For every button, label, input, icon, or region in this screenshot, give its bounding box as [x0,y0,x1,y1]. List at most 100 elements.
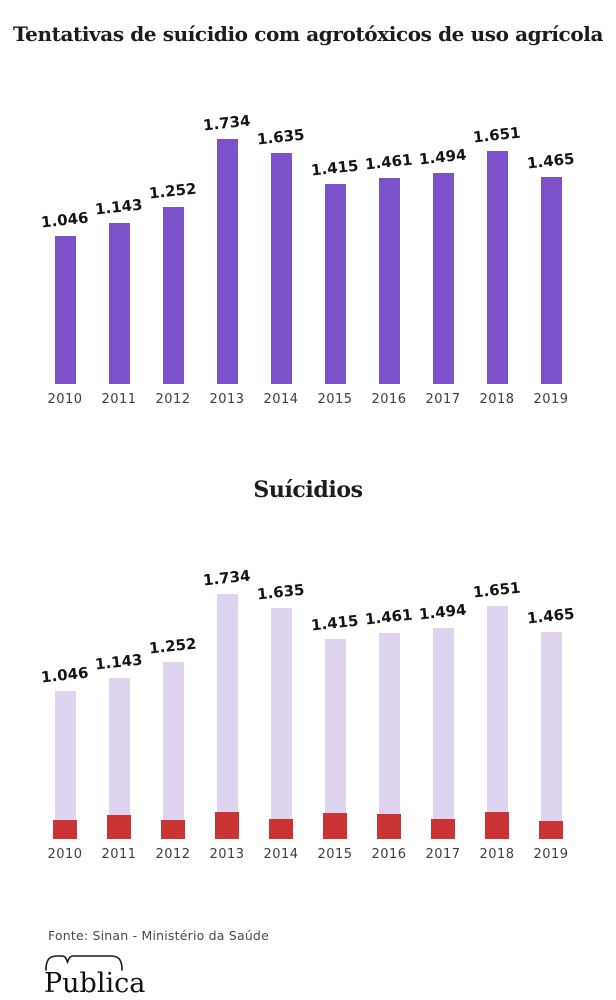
value-label: 1.415 [310,156,360,180]
chart2-bars-area: 1.046 1.143 1.252 1.734 1.635 1.415 1.461 1.494… [38,553,578,839]
x-tick-2016: 2016 [371,392,407,407]
bar-column-2011: 1.143 [92,98,146,384]
bar-segment-total [216,139,238,384]
bar-column-2012: 1.252 [146,98,200,384]
bar-segment-total [324,184,346,384]
x-tick-2019: 2019 [533,847,569,862]
x-tick-2010: 2010 [47,392,83,407]
x-tick-2016: 2016 [371,847,407,862]
bar-2011 [107,678,131,839]
x-tick-2010: 2010 [47,847,83,862]
bar-segment-total [162,207,184,384]
bar-segment-total [216,594,238,839]
publica-logo: Publica [44,948,184,997]
bar-column-2011: 1.143 [92,553,146,839]
value-label: 1.734 [202,566,252,590]
value-label: 1.461 [364,150,414,174]
bar-column-2012: 1.252 [146,553,200,839]
bar-segment-total [162,662,184,839]
bar-column-2017: 1.494 [416,98,470,384]
x-tick-2014: 2014 [263,392,299,407]
value-label: 1.734 [202,111,252,135]
bar-2015 [323,639,347,839]
bar-column-2015: 1.415 [308,98,362,384]
bar-segment-suicides [215,812,239,839]
x-tick-2017: 2017 [425,392,461,407]
value-label: 1.415 [310,611,360,635]
bar-2012 [161,662,185,839]
source-note: Fonte: Sinan - Ministério da Saúde [48,928,269,943]
bar-2014 [269,608,293,839]
value-label: 1.465 [526,149,576,173]
bar-segment-total [54,236,76,384]
brace-icon [45,955,123,971]
bar-2017 [432,173,454,384]
value-label: 1.651 [472,123,522,147]
bar-2018 [486,151,508,384]
x-tick-2012: 2012 [155,392,191,407]
value-label: 1.046 [40,208,90,232]
bar-segment-suicides [161,820,185,839]
x-tick-2013: 2013 [209,847,245,862]
bar-segment-total [324,639,346,839]
bar-segment-total [540,177,562,384]
bar-column-2010: 1.046 [38,553,92,839]
bar-2013 [215,594,239,839]
x-tick-2019: 2019 [533,392,569,407]
bar-column-2016: 1.461 [362,98,416,384]
bar-column-2010: 1.046 [38,98,92,384]
x-tick-2018: 2018 [479,847,515,862]
bar-2019 [539,632,563,839]
value-label: 1.046 [40,663,90,687]
x-tick-2015: 2015 [317,847,353,862]
bar-2011 [108,223,130,384]
x-tick-2014: 2014 [263,847,299,862]
bar-column-2019: 1.465 [524,98,578,384]
bar-segment-total [108,223,130,384]
bar-segment-suicides [539,821,563,839]
bar-2012 [162,207,184,384]
chart1-bars-area: 1.046 1.143 1.252 1.734 1.635 1.415 1.461 1.494… [38,98,578,384]
bar-segment-total [108,678,130,839]
bar-column-2015: 1.415 [308,553,362,839]
bar-column-2019: 1.465 [524,553,578,839]
bar-segment-total [486,606,508,839]
x-tick-2011: 2011 [101,392,137,407]
bar-segment-total [432,628,454,839]
bar-segment-total [270,608,292,839]
bar-2010 [54,236,76,384]
value-label: 1.494 [418,600,468,624]
bar-column-2018: 1.651 [470,553,524,839]
bar-2015 [324,184,346,384]
x-tick-2013: 2013 [209,392,245,407]
bar-segment-total [486,151,508,384]
value-label: 1.252 [148,634,198,658]
chart1-title: Tentativas de suícidio com agrotóxicos d… [12,22,604,46]
bar-segment-total [378,633,400,839]
bar-column-2013: 1.734 [200,553,254,839]
value-label: 1.252 [148,179,198,203]
x-tick-2018: 2018 [479,392,515,407]
bar-2013 [216,139,238,384]
value-label: 1.465 [526,604,576,628]
bar-column-2013: 1.734 [200,98,254,384]
bar-segment-suicides [53,820,77,839]
x-tick-2017: 2017 [425,847,461,862]
bar-segment-suicides [323,813,347,839]
chart2-x-axis: 2010 2011 2012 2013 2014 2015 2016 2017 2018 2019 [38,847,578,865]
value-label: 1.143 [94,650,144,674]
value-label: 1.461 [364,605,414,629]
x-tick-2012: 2012 [155,847,191,862]
bar-column-2016: 1.461 [362,553,416,839]
bar-2016 [377,633,401,839]
bar-column-2014: 1.635 [254,553,308,839]
bar-segment-suicides [431,819,455,839]
bar-segment-suicides [269,819,293,839]
bar-2014 [270,153,292,384]
bar-2018 [485,606,509,839]
bar-column-2014: 1.635 [254,98,308,384]
bar-segment-suicides [485,812,509,839]
bar-segment-total [270,153,292,384]
value-label: 1.143 [94,195,144,219]
